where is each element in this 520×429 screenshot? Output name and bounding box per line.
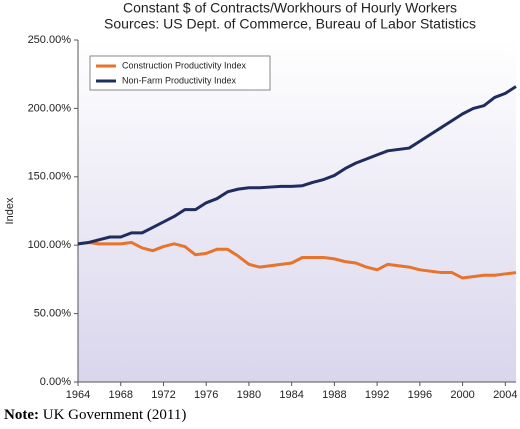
y-axis-label: Index [4,197,16,224]
y-tick-label: 50.00% [34,308,72,320]
legend-box [89,55,271,91]
legend-label: Construction Productivity Index [122,60,247,70]
x-tick-label: 2000 [450,389,474,401]
x-tick-label: 1968 [108,389,132,401]
x-tick-label: 2004 [493,389,517,401]
chart-subtitle: Sources: US Dept. of Commerce, Bureau of… [104,16,476,32]
x-tick-label: 1980 [237,389,261,401]
x-tick-label: 1964 [66,389,90,401]
x-tick-label: 1988 [322,389,346,401]
note-label: Note: [4,407,39,423]
x-tick-label: 1976 [194,389,218,401]
y-tick-label: 150.00% [28,171,72,183]
x-tick-label: 1996 [408,389,432,401]
plot-area [78,40,516,382]
line-series [77,240,517,280]
chart-title: Constant $ of Contracts/Workhours of Hou… [123,0,457,16]
y-tick-label: 200.00% [28,102,72,114]
chart: Constant $ of Contracts/Workhours of Hou… [4,0,518,401]
x-tick-label: 1984 [279,389,303,401]
line-series [77,85,517,246]
x-tick-label: 1972 [151,389,175,401]
x-tick-label: 1992 [365,389,389,401]
note: Note: UK Government (2011) [4,407,186,424]
y-tick-label: 100.00% [28,239,72,251]
y-tick-label: 0.00% [40,376,71,388]
y-tick-label: 250.00% [28,34,72,46]
note-text: UK Government (2011) [42,407,187,423]
legend-label: Non-Farm Productivity Index [122,75,237,85]
